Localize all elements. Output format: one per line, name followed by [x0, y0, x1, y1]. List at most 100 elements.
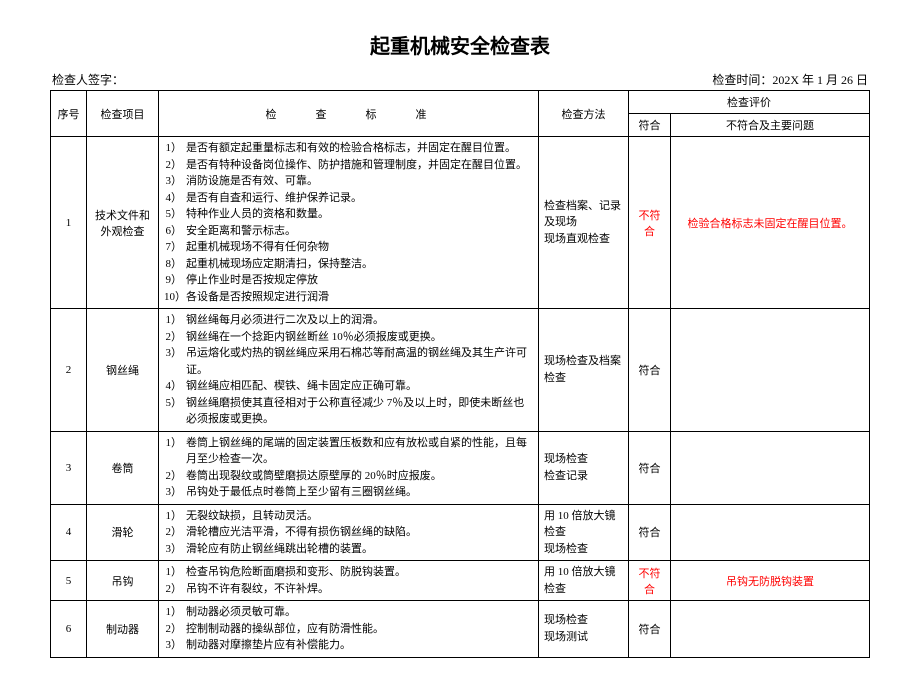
std-text: 钢丝绳每月必须进行二次及以上的润滑。	[186, 312, 533, 329]
header-issue: 不符合及主要问题	[671, 114, 870, 137]
std-number: 1）	[164, 312, 186, 329]
std-text: 是否有额定起重量标志和有效的检验合格标志，并固定在醒目位置。	[186, 140, 533, 157]
header-standard: 检 查 标 准	[159, 91, 539, 137]
cell-item: 技术文件和外观检查	[87, 137, 159, 309]
std-text: 无裂纹缺损，且转动灵活。	[186, 508, 533, 525]
cell-item: 钢丝绳	[87, 309, 159, 432]
cell-method: 现场检查及档案检查	[539, 309, 629, 432]
table-row: 4滑轮1）无裂纹缺损，且转动灵活。2）滑轮槽应光洁平滑，不得有损伤钢丝绳的缺陷。…	[51, 504, 870, 561]
cell-conform: 符合	[629, 309, 671, 432]
std-text: 各设备是否按照规定进行润滑	[186, 289, 533, 306]
cell-issue: 吊钩无防脱钩装置	[671, 561, 870, 601]
table-row: 2钢丝绳1）钢丝绳每月必须进行二次及以上的润滑。2）钢丝绳在一个捻距内钢丝断丝 …	[51, 309, 870, 432]
table-row: 1技术文件和外观检查1）是否有额定起重量标志和有效的检验合格标志，并固定在醒目位…	[51, 137, 870, 309]
std-text: 安全距离和警示标志。	[186, 223, 533, 240]
time-label: 检查时间：	[712, 73, 772, 87]
cell-standard: 1）检查吊钩危险断面磨损和变形、防脱钩装置。2）吊钩不许有裂纹，不许补焊。	[159, 561, 539, 601]
header-conform: 符合	[629, 114, 671, 137]
std-text: 是否有特种设备岗位操作、防护措施和管理制度，并固定在醒目位置。	[186, 157, 533, 174]
std-number: 3）	[164, 637, 186, 654]
cell-standard: 1）无裂纹缺损，且转动灵活。2）滑轮槽应光洁平滑，不得有损伤钢丝绳的缺陷。3）滑…	[159, 504, 539, 561]
std-text: 钢丝绳应相匹配、楔铁、绳卡固定应正确可靠。	[186, 378, 533, 395]
std-number: 1）	[164, 508, 186, 525]
std-text: 起重机械现场应定期清扫，保持整洁。	[186, 256, 533, 273]
std-number: 2）	[164, 524, 186, 541]
header-item: 检查项目	[87, 91, 159, 137]
cell-conform: 符合	[629, 431, 671, 504]
std-text: 卷筒出现裂纹或筒壁磨损达原壁厚的 20％时应报废。	[186, 468, 533, 485]
cell-item: 制动器	[87, 601, 159, 658]
std-number: 3）	[164, 173, 186, 190]
std-text: 起重机械现场不得有任何杂物	[186, 239, 533, 256]
std-text: 特种作业人员的资格和数量。	[186, 206, 533, 223]
std-text: 钢丝绳磨损使其直径相对于公称直径减少 7％及以上时，即使未断丝也必须报废或更换。	[186, 395, 533, 428]
std-number: 2）	[164, 621, 186, 638]
meta-row: 检查人签字： 检查时间：202X 年 1 月 26 日	[50, 71, 870, 88]
std-number: 3）	[164, 345, 186, 378]
std-number: 2）	[164, 468, 186, 485]
std-number: 2）	[164, 157, 186, 174]
std-text: 吊运熔化或灼热的钢丝绳应采用石棉芯等耐高温的钢丝绳及其生产许可证。	[186, 345, 533, 378]
cell-issue: 检验合格标志未固定在醒目位置。	[671, 137, 870, 309]
std-text: 滑轮槽应光洁平滑，不得有损伤钢丝绳的缺陷。	[186, 524, 533, 541]
std-number: 1）	[164, 140, 186, 157]
cell-conform: 不符合	[629, 137, 671, 309]
header-method: 检查方法	[539, 91, 629, 137]
time-value: 202X 年 1 月 26 日	[772, 73, 868, 87]
header-evaluation: 检查评价	[629, 91, 870, 114]
cell-item: 吊钩	[87, 561, 159, 601]
cell-conform: 不符合	[629, 561, 671, 601]
cell-issue	[671, 431, 870, 504]
signer-label: 检查人签字：	[52, 71, 124, 88]
table-row: 6制动器1）制动器必须灵敏可靠。2）控制制动器的操纵部位，应有防滑性能。3）制动…	[51, 601, 870, 658]
std-number: 8）	[164, 256, 186, 273]
std-text: 消防设施是否有效、可靠。	[186, 173, 533, 190]
cell-conform: 符合	[629, 601, 671, 658]
cell-standard: 1）钢丝绳每月必须进行二次及以上的润滑。2）钢丝绳在一个捻距内钢丝断丝 10％必…	[159, 309, 539, 432]
table-row: 5吊钩1）检查吊钩危险断面磨损和变形、防脱钩装置。2）吊钩不许有裂纹，不许补焊。…	[51, 561, 870, 601]
time-block: 检查时间：202X 年 1 月 26 日	[712, 71, 868, 88]
cell-method: 用 10 倍放大镜检查现场检查	[539, 504, 629, 561]
std-number: 3）	[164, 541, 186, 558]
std-number: 7）	[164, 239, 186, 256]
std-text: 制动器对摩擦垫片应有补偿能力。	[186, 637, 533, 654]
cell-seq: 5	[51, 561, 87, 601]
cell-seq: 2	[51, 309, 87, 432]
std-text: 滑轮应有防止钢丝绳跳出轮槽的装置。	[186, 541, 533, 558]
cell-method: 现场检查现场测试	[539, 601, 629, 658]
cell-seq: 6	[51, 601, 87, 658]
std-number: 1）	[164, 564, 186, 581]
std-number: 5）	[164, 206, 186, 223]
std-number: 1）	[164, 435, 186, 468]
cell-item: 滑轮	[87, 504, 159, 561]
cell-issue	[671, 309, 870, 432]
std-number: 2）	[164, 581, 186, 598]
std-text: 制动器必须灵敏可靠。	[186, 604, 533, 621]
std-number: 1）	[164, 604, 186, 621]
cell-standard: 1）是否有额定起重量标志和有效的检验合格标志，并固定在醒目位置。2）是否有特种设…	[159, 137, 539, 309]
cell-issue	[671, 601, 870, 658]
cell-method: 用 10 倍放大镜检查	[539, 561, 629, 601]
page-title: 起重机械安全检查表	[50, 30, 870, 59]
std-text: 检查吊钩危险断面磨损和变形、防脱钩装置。	[186, 564, 533, 581]
std-number: 6）	[164, 223, 186, 240]
cell-standard: 1）制动器必须灵敏可靠。2）控制制动器的操纵部位，应有防滑性能。3）制动器对摩擦…	[159, 601, 539, 658]
cell-seq: 3	[51, 431, 87, 504]
header-seq: 序号	[51, 91, 87, 137]
cell-conform: 符合	[629, 504, 671, 561]
cell-method: 现场检查检查记录	[539, 431, 629, 504]
std-number: 5）	[164, 395, 186, 428]
std-text: 控制制动器的操纵部位，应有防滑性能。	[186, 621, 533, 638]
cell-item: 卷筒	[87, 431, 159, 504]
std-number: 4）	[164, 378, 186, 395]
std-number: 2）	[164, 329, 186, 346]
std-number: 3）	[164, 484, 186, 501]
cell-seq: 4	[51, 504, 87, 561]
std-text: 吊钩不许有裂纹，不许补焊。	[186, 581, 533, 598]
table-row: 3卷筒1）卷筒上钢丝绳的尾端的固定装置压板数和应有放松或自紧的性能，且每月至少检…	[51, 431, 870, 504]
std-number: 4）	[164, 190, 186, 207]
std-text: 钢丝绳在一个捻距内钢丝断丝 10％必须报废或更换。	[186, 329, 533, 346]
std-text: 是否有自査和运行、维护保养记录。	[186, 190, 533, 207]
cell-standard: 1）卷筒上钢丝绳的尾端的固定装置压板数和应有放松或自紧的性能，且每月至少检查一次…	[159, 431, 539, 504]
std-text: 卷筒上钢丝绳的尾端的固定装置压板数和应有放松或自紧的性能，且每月至少检查一次。	[186, 435, 533, 468]
